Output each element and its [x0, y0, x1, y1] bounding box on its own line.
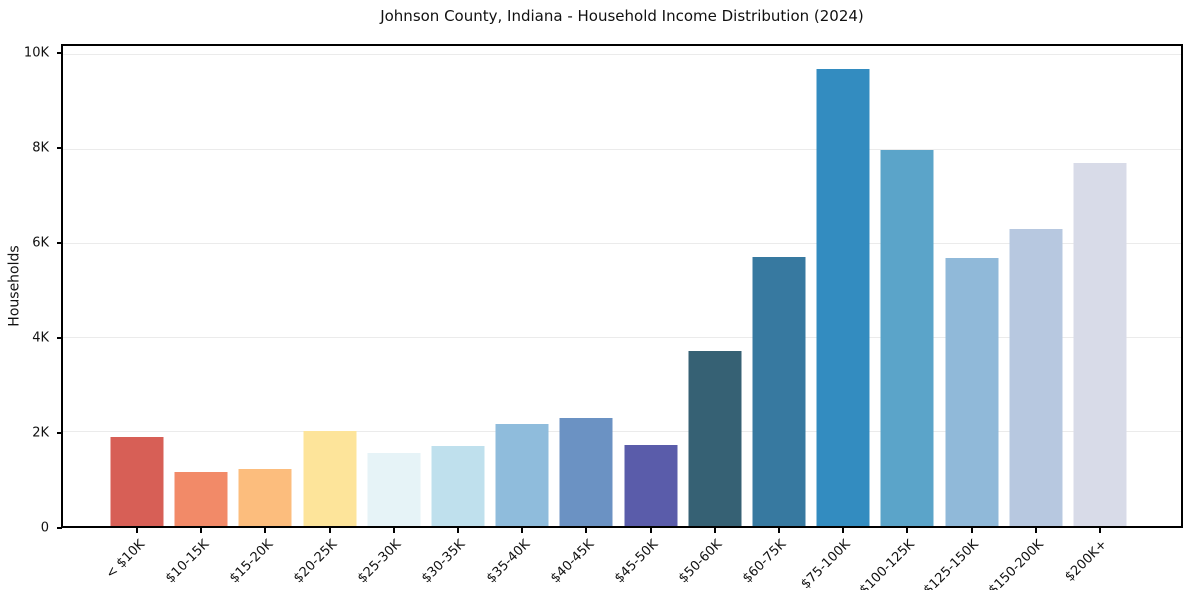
bar	[1073, 163, 1127, 526]
x-tick-mark	[842, 528, 845, 533]
gridline-6k	[63, 242, 1181, 244]
bar-slot: $125-150K	[921, 46, 1003, 590]
y-tick-label: 0	[40, 520, 49, 536]
bar	[238, 469, 292, 526]
x-tick-label: $40-45K	[547, 537, 598, 587]
y-tick-label: 6K	[32, 235, 49, 251]
y-axis: 0 2K 4K 6K 8K 10K	[0, 44, 62, 536]
x-tick-mark	[200, 528, 203, 533]
bar	[752, 257, 806, 526]
bar	[945, 258, 999, 526]
gridline-4k	[63, 336, 1181, 338]
x-tick-label: $25-30K	[355, 537, 405, 587]
x-tick-label: $100-125K	[857, 537, 918, 590]
y-tick-label: 2K	[32, 425, 49, 441]
bar-slot: $35-40K	[484, 46, 554, 586]
gridline-10k	[63, 54, 1181, 56]
y-tick-label: 10K	[23, 45, 49, 61]
x-tick-label: $60-75K	[740, 537, 790, 587]
bar-slot: $50-60K	[676, 46, 747, 586]
bar	[559, 418, 613, 526]
x-tick-label: $45-50K	[612, 537, 662, 587]
bar-slot: $25-30K	[355, 46, 426, 586]
x-tick-label: $75-100K	[798, 537, 854, 590]
x-tick-label: $125-150K	[921, 537, 983, 590]
y-tick-mark	[57, 527, 62, 529]
y-tick-mark	[57, 52, 62, 55]
x-tick-mark	[328, 528, 331, 533]
x-tick-label: $15-20K	[226, 537, 277, 587]
x-tick-label: $50-60K	[676, 537, 726, 587]
y-tick-mark	[57, 337, 62, 340]
bar	[174, 471, 228, 526]
gridline-8k	[63, 148, 1181, 150]
x-tick-label: $150-200K	[985, 537, 1047, 590]
bar-slot: $15-20K	[227, 46, 297, 586]
y-tick-mark	[57, 147, 62, 150]
x-tick-mark	[264, 528, 267, 533]
y-tick-label: 8K	[32, 140, 49, 156]
x-tick-label: $35-40K	[483, 537, 533, 587]
y-tick-label: 4K	[32, 330, 49, 346]
x-tick-label: $200K+	[1062, 537, 1111, 585]
bar	[688, 350, 742, 526]
x-tick-mark	[521, 528, 524, 533]
x-tick-mark	[1098, 528, 1101, 533]
bar-slot: $40-45K	[548, 46, 618, 586]
bar	[110, 436, 164, 526]
y-tick-mark	[57, 432, 62, 435]
bar-slot: < $10K	[103, 46, 169, 582]
x-tick-label: $10-15K	[162, 537, 212, 587]
bar	[816, 69, 870, 526]
bar-slot: $10-15K	[163, 46, 233, 586]
bar	[495, 423, 549, 526]
chart-title: Johnson County, Indiana - Household Inco…	[380, 7, 864, 25]
x-tick-label: < $10K	[102, 537, 148, 582]
x-tick-mark	[970, 528, 973, 533]
bar	[303, 431, 357, 526]
plot-area: < $10K $10-15K $15-20K $20-25K $25-30K $30-35…	[61, 44, 1183, 590]
bar-slot: $100-125K	[857, 46, 939, 590]
x-tick-mark	[457, 528, 460, 533]
x-tick-mark	[392, 528, 395, 533]
bar-slot: $200K+	[1063, 46, 1132, 585]
x-tick-mark	[906, 528, 909, 533]
x-tick-mark	[713, 528, 716, 533]
x-tick-mark	[1034, 528, 1037, 533]
bar-slots: < $10K $10-15K $15-20K $20-25K $25-30K $30-35…	[63, 46, 1181, 590]
x-tick-mark	[649, 528, 652, 533]
gridline-2k	[63, 430, 1181, 432]
bar-slot: $20-25K	[291, 46, 362, 586]
x-tick-mark	[777, 528, 780, 533]
bar-slot: $75-100K	[799, 46, 875, 590]
bar-slot: $150-200K	[985, 46, 1068, 590]
y-tick-mark	[57, 242, 62, 245]
bar	[624, 445, 678, 526]
bar-slot: $30-35K	[419, 46, 490, 586]
x-tick-label: $30-35K	[419, 537, 469, 587]
bar-slot: $60-75K	[740, 46, 811, 586]
bar	[1009, 228, 1063, 526]
bar	[367, 453, 421, 526]
bar	[880, 150, 934, 526]
bar-slot: $45-50K	[612, 46, 683, 586]
x-tick-label: $20-25K	[291, 537, 341, 587]
bar	[431, 445, 485, 526]
x-tick-mark	[585, 528, 588, 533]
x-tick-mark	[136, 528, 139, 533]
